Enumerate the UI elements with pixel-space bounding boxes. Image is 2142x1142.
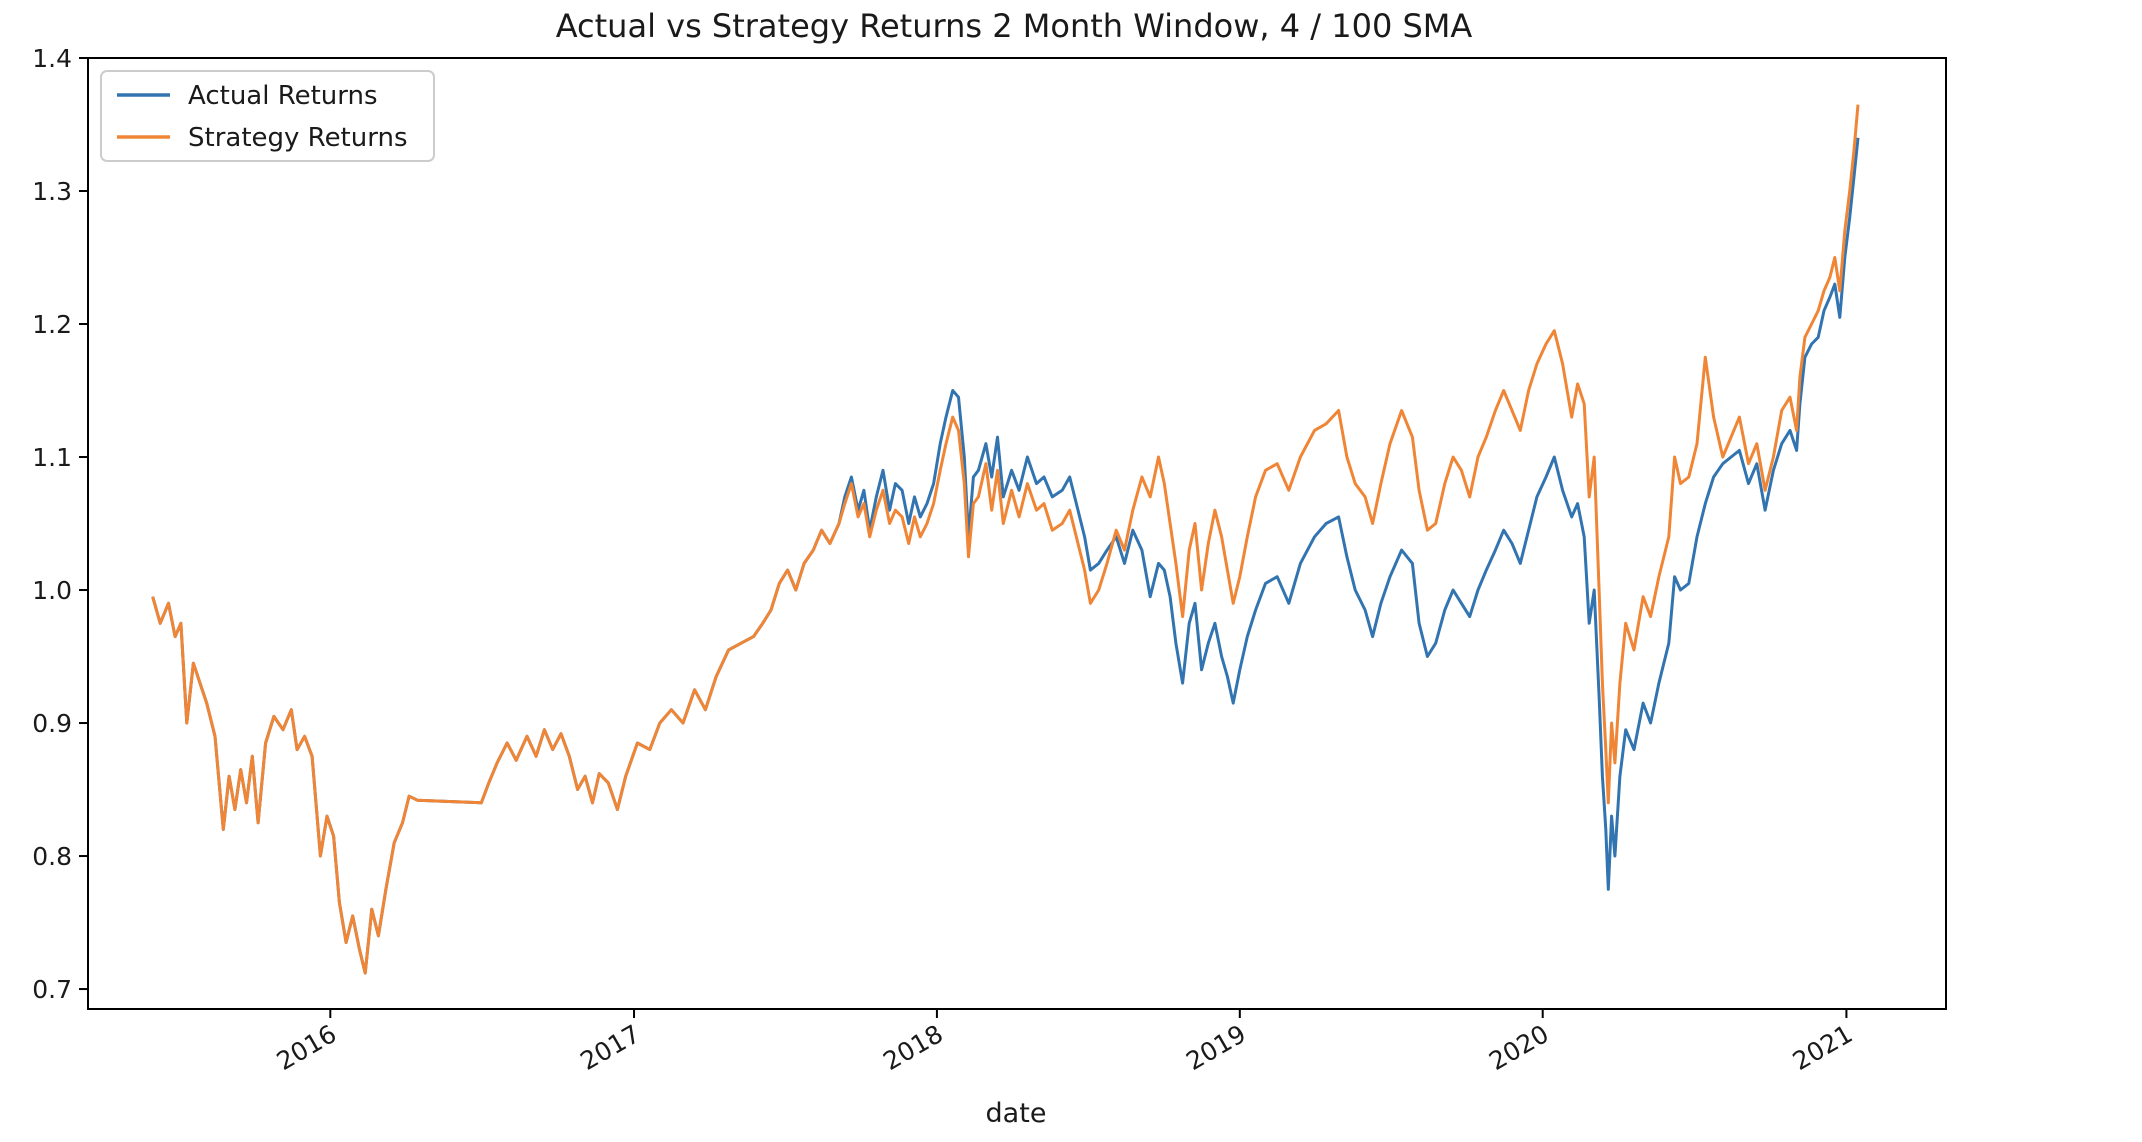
series-layer: [151, 104, 1860, 975]
y-tick-label: 0.8: [32, 842, 72, 871]
y-tick-label: 1.4: [32, 44, 72, 73]
plot-frame: [87, 57, 1947, 1010]
legend-label: Actual Returns: [188, 81, 378, 111]
legend-label: Strategy Returns: [188, 123, 408, 153]
chart-title: Actual vs Strategy Returns 2 Month Windo…: [556, 7, 1473, 45]
y-tick-label: 0.7: [32, 975, 72, 1004]
y-tick-label: 1.0: [32, 576, 72, 605]
y-tick-label: 1.3: [32, 177, 72, 206]
legend: Actual Returns Strategy Returns: [100, 70, 435, 162]
y-axis: 0.7 0.8 0.9 1.0 1.1 1.2 1.3 1.4: [32, 44, 88, 1004]
series-line-strategy-returns: [151, 104, 1860, 975]
y-tick-label: 1.2: [32, 310, 72, 339]
legend-box: [100, 70, 435, 162]
y-tick-label: 0.9: [32, 709, 72, 738]
x-axis-label: date: [986, 1098, 1047, 1129]
y-tick-label: 1.1: [32, 443, 72, 472]
